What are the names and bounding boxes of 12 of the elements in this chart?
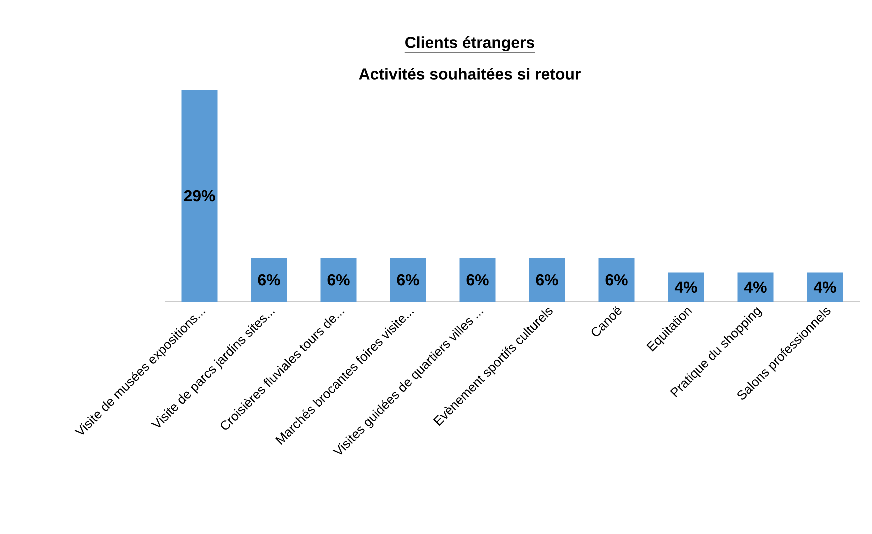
- data-label: 29%: [184, 190, 216, 202]
- data-label: 6%: [536, 274, 558, 286]
- data-label: 6%: [328, 274, 350, 286]
- data-label: 6%: [606, 274, 628, 286]
- data-label: 6%: [397, 274, 420, 286]
- chart-subtitle: Activités souhaitées si retour: [359, 68, 581, 80]
- data-label: 4%: [674, 282, 698, 293]
- data-label: 4%: [814, 282, 836, 293]
- data-label: 4%: [744, 282, 767, 293]
- data-label: 6%: [466, 274, 489, 286]
- chart-title: Clients étrangers: [406, 36, 534, 52]
- data-label: 6%: [258, 274, 280, 286]
